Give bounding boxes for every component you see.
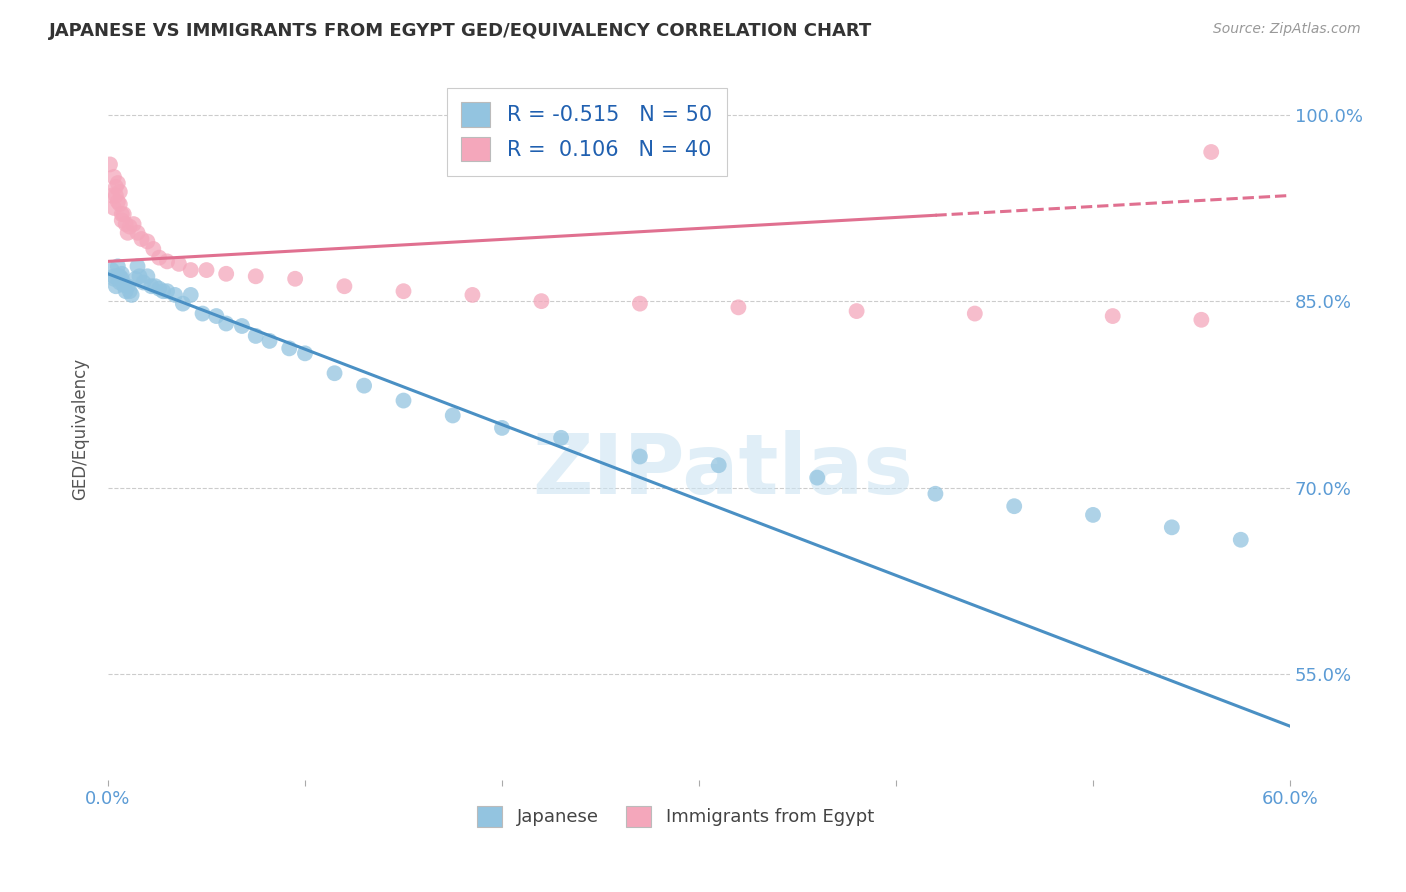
Point <box>128 269 150 284</box>
Point <box>963 307 986 321</box>
Point <box>278 342 301 356</box>
Point <box>1002 499 1025 513</box>
Text: Source: ZipAtlas.com: Source: ZipAtlas.com <box>1213 22 1361 37</box>
Point <box>98 157 121 171</box>
Point <box>707 458 730 473</box>
Point <box>143 279 166 293</box>
Point <box>231 318 253 333</box>
Point <box>107 176 129 190</box>
Point <box>108 197 131 211</box>
Point <box>112 207 135 221</box>
Point <box>108 276 131 290</box>
Point <box>323 366 346 380</box>
Point <box>122 217 145 231</box>
Point <box>259 334 281 348</box>
Point <box>114 284 136 298</box>
Point <box>1229 533 1251 547</box>
Point <box>107 269 129 284</box>
Point <box>111 272 134 286</box>
Point <box>103 269 125 284</box>
Point <box>550 431 572 445</box>
Point <box>127 226 149 240</box>
Point <box>111 207 134 221</box>
Point <box>118 219 141 234</box>
Point <box>108 269 131 284</box>
Point <box>245 329 267 343</box>
Point <box>132 276 155 290</box>
Point <box>112 277 135 292</box>
Point <box>727 301 749 315</box>
Point <box>121 288 143 302</box>
Point <box>245 269 267 284</box>
Point <box>131 232 153 246</box>
Point <box>333 279 356 293</box>
Legend: Japanese, Immigrants from Egypt: Japanese, Immigrants from Egypt <box>470 798 882 834</box>
Point <box>156 284 179 298</box>
Point <box>148 282 170 296</box>
Point <box>127 260 149 274</box>
Point <box>924 487 946 501</box>
Point <box>104 188 127 202</box>
Point <box>114 217 136 231</box>
Point <box>172 296 194 310</box>
Point <box>108 185 131 199</box>
Point <box>392 393 415 408</box>
Point <box>136 235 159 249</box>
Text: JAPANESE VS IMMIGRANTS FROM EGYPT GED/EQUIVALENCY CORRELATION CHART: JAPANESE VS IMMIGRANTS FROM EGYPT GED/EQ… <box>49 22 873 40</box>
Point <box>117 226 139 240</box>
Point <box>392 284 415 298</box>
Point <box>215 267 238 281</box>
Point <box>628 450 651 464</box>
Point <box>180 288 202 302</box>
Point <box>191 307 214 321</box>
Text: ZIPatlas: ZIPatlas <box>531 430 912 511</box>
Point <box>195 263 218 277</box>
Point <box>141 279 163 293</box>
Point <box>101 263 124 277</box>
Point <box>107 194 129 209</box>
Point <box>111 213 134 227</box>
Point <box>103 169 125 184</box>
Point <box>104 179 127 194</box>
Point <box>142 242 165 256</box>
Point <box>152 284 174 298</box>
Point <box>1199 145 1222 159</box>
Point <box>180 263 202 277</box>
Point <box>294 346 316 360</box>
Point <box>845 304 868 318</box>
Point <box>205 309 228 323</box>
Point <box>1081 508 1104 522</box>
Point <box>461 288 484 302</box>
Point <box>111 267 134 281</box>
Point <box>441 409 464 423</box>
Point <box>101 188 124 202</box>
Point <box>103 201 125 215</box>
Point <box>124 272 146 286</box>
Point <box>628 296 651 310</box>
Point <box>215 317 238 331</box>
Point <box>284 272 307 286</box>
Point <box>491 421 513 435</box>
Point <box>107 260 129 274</box>
Point <box>353 378 375 392</box>
Point <box>104 279 127 293</box>
Point <box>103 272 125 286</box>
Point <box>1189 313 1212 327</box>
Point <box>1160 520 1182 534</box>
Point <box>148 251 170 265</box>
Point <box>163 288 186 302</box>
Point <box>156 254 179 268</box>
Point <box>806 470 828 484</box>
Point <box>117 279 139 293</box>
Y-axis label: GED/Equivalency: GED/Equivalency <box>72 358 89 500</box>
Point <box>167 257 190 271</box>
Point <box>530 294 553 309</box>
Point <box>118 284 141 298</box>
Point <box>136 269 159 284</box>
Point <box>1101 309 1123 323</box>
